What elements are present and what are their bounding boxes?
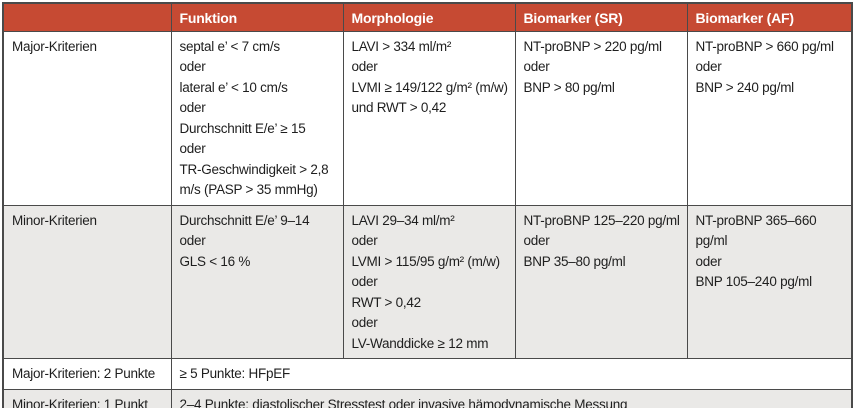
- scoring-minor-row: Minor-Kriterien: 1 Punkt 2–4 Punkte: dia…: [2, 389, 853, 408]
- header-cell-empty: [2, 2, 172, 32]
- criteria-line: oder: [351, 59, 378, 74]
- criteria-line: LVMI ≥ 149/122 g/m² (m/w): [351, 79, 508, 95]
- criteria-line: oder: [523, 233, 550, 248]
- criteria-line: NT-proBNP > 220 pg/ml: [523, 38, 662, 54]
- criteria-line: NT-proBNP 365–660 pg/ml: [695, 212, 817, 249]
- scoring-major-value: ≥ 5 Punkte: HFpEF: [170, 358, 853, 390]
- criteria-line: oder: [179, 100, 206, 115]
- criteria-line: oder: [179, 233, 206, 248]
- criteria-line: NT-proBNP > 660 pg/ml: [695, 38, 834, 54]
- minor-funktion-cell: Durchschnitt E/e’ 9–14 oder GLS < 16 %: [170, 204, 344, 359]
- criteria-line: GLS < 16 %: [179, 253, 251, 269]
- criteria-line: LAVI > 334 ml/m²: [351, 38, 452, 54]
- criteria-line: oder: [179, 59, 206, 74]
- criteria-line: oder: [179, 141, 206, 156]
- major-criteria-label: Major-Kriterien: [2, 30, 172, 206]
- criteria-line: septal e’ < 7 cm/s: [179, 38, 281, 54]
- criteria-line: BNP > 80 pg/ml: [523, 79, 615, 95]
- criteria-line: RWT > 0,42: [351, 294, 422, 310]
- minor-biomarker-sr-cell: NT-proBNP 125–220 pg/ml oder BNP 35–80 pg/…: [514, 204, 688, 359]
- criteria-line: BNP 105–240 pg/ml: [695, 274, 813, 289]
- criteria-line: Durchschnitt E/e’ 9–14: [179, 212, 310, 228]
- header-cell-morphologie: Morphologie: [342, 2, 516, 32]
- major-criteria-row: Major-Kriterien septal e’ < 7 cm/s oder la…: [2, 30, 853, 206]
- criteria-line: BNP > 240 pg/ml: [695, 79, 795, 95]
- criteria-line: oder: [351, 233, 378, 248]
- minor-biomarker-af-cell: NT-proBNP 365–660 pg/ml oder BNP 105–240 p…: [686, 204, 853, 359]
- scoring-major-label: Major-Kriterien: 2 Punkte: [2, 358, 172, 390]
- criteria-line: oder: [351, 315, 378, 330]
- header-cell-biomarker-af: Biomarker (AF): [686, 2, 853, 32]
- criteria-line: oder: [695, 59, 722, 74]
- scoring-major-row: Major-Kriterien: 2 Punkte ≥ 5 Punkte: HF…: [2, 358, 853, 390]
- criteria-line: lateral e’ < 10 cm/s: [179, 79, 288, 95]
- minor-criteria-label: Minor-Kriterien: [2, 204, 172, 359]
- criteria-line: BNP 35–80 pg/ml: [523, 253, 626, 269]
- criteria-line: LAVI 29–34 ml/m²: [351, 212, 455, 228]
- minor-criteria-row: Minor-Kriterien Durchschnitt E/e’ 9–14 od…: [2, 204, 853, 359]
- header-row: Funktion Morphologie Biomarker (SR) Biom…: [2, 2, 853, 32]
- scoring-minor-value: 2–4 Punkte: diastolischer Stresstest ode…: [170, 389, 853, 408]
- minor-morphologie-cell: LAVI 29–34 ml/m² oder LVMI > 115/95 g/m² (…: [342, 204, 516, 359]
- major-biomarker-sr-cell: NT-proBNP > 220 pg/ml oder BNP > 80 pg/ml: [514, 30, 688, 206]
- major-biomarker-af-cell: NT-proBNP > 660 pg/ml oder BNP > 240 pg/ml: [686, 30, 853, 206]
- criteria-line: und RWT > 0,42: [351, 100, 447, 115]
- scoring-minor-label: Minor-Kriterien: 1 Punkt: [2, 389, 172, 408]
- criteria-line: NT-proBNP 125–220 pg/ml: [523, 212, 680, 228]
- criteria-line: oder: [523, 59, 550, 74]
- criteria-line: LV-Wanddicke ≥ 12 mm: [351, 335, 489, 351]
- major-funktion-cell: septal e’ < 7 cm/s oder lateral e’ < 10 cm…: [170, 30, 344, 206]
- major-morphologie-cell: LAVI > 334 ml/m² oder LVMI ≥ 149/122 g/m² …: [342, 30, 516, 206]
- criteria-line: Durchschnitt E/e’ ≥ 15: [179, 120, 306, 136]
- criteria-line: TR-Geschwindigkeit > 2,8 m/s (PASP > 35 …: [179, 161, 329, 198]
- header-cell-biomarker-sr: Biomarker (SR): [514, 2, 688, 32]
- criteria-line: LVMI > 115/95 g/m² (m/w): [351, 253, 501, 269]
- criteria-line: oder: [695, 253, 722, 269]
- header-cell-funktion: Funktion: [170, 2, 344, 32]
- criteria-line: oder: [351, 274, 378, 289]
